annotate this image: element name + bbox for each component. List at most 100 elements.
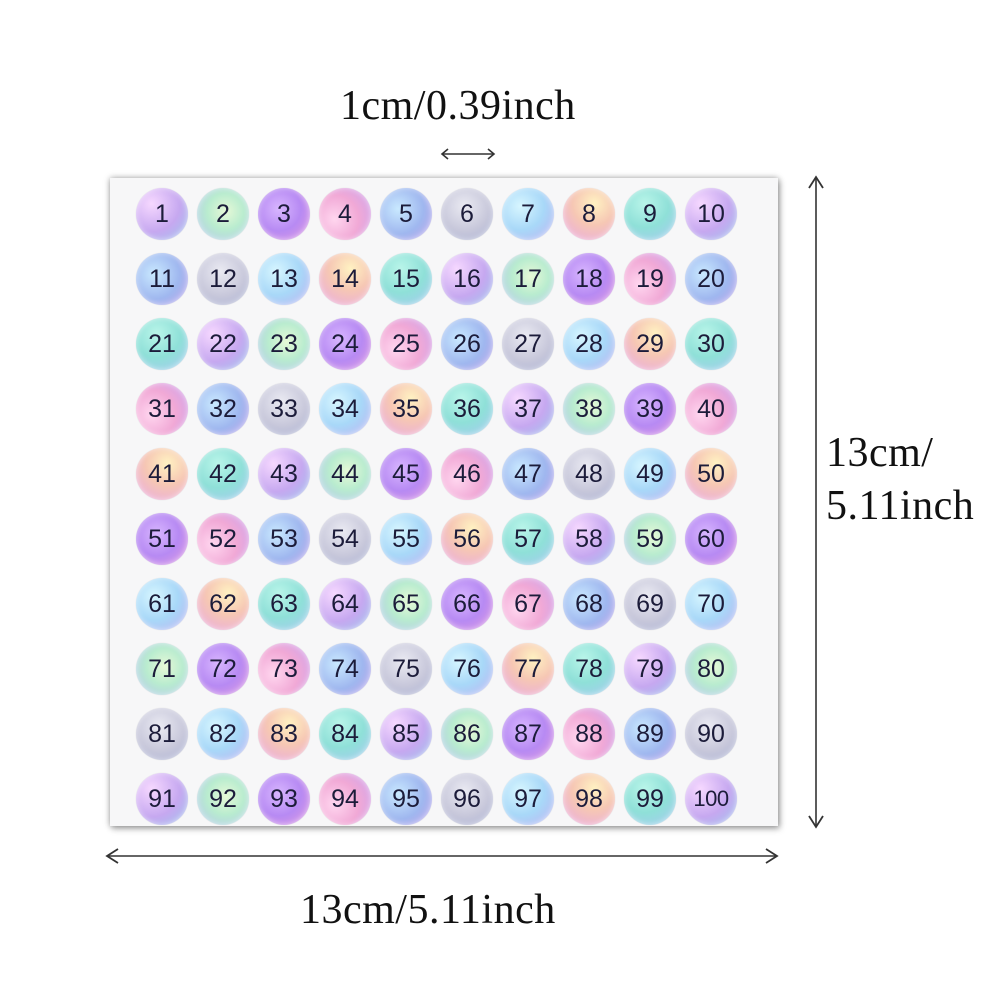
bottom-dimension-label: 13cm/5.11inch: [300, 887, 556, 933]
sticker-91: 91: [136, 773, 188, 825]
sticker-29: 29: [624, 318, 676, 370]
sticker-10: 10: [685, 188, 737, 240]
sticker-72: 72: [197, 643, 249, 695]
sticker-31: 31: [136, 383, 188, 435]
sticker-75: 75: [380, 643, 432, 695]
sticker-62: 62: [197, 578, 249, 630]
height-dimension-arrow: [808, 175, 824, 829]
sticker-23: 23: [258, 318, 310, 370]
sticker-88: 88: [563, 708, 615, 760]
sticker-25: 25: [380, 318, 432, 370]
sticker-65: 65: [380, 578, 432, 630]
sticker-6: 6: [441, 188, 493, 240]
sticker-80: 80: [685, 643, 737, 695]
sticker-15: 15: [380, 253, 432, 305]
sticker-66: 66: [441, 578, 493, 630]
sticker-14: 14: [319, 253, 371, 305]
sticker-21: 21: [136, 318, 188, 370]
sticker-86: 86: [441, 708, 493, 760]
sticker-77: 77: [502, 643, 554, 695]
sticker-70: 70: [685, 578, 737, 630]
sticker-73: 73: [258, 643, 310, 695]
sticker-4: 4: [319, 188, 371, 240]
top-dimension-label: 1cm/0.39inch: [340, 83, 576, 129]
sticker-sheet: 1 2 3 4 5 6 7 8 9 10 11 12 13 14 15 16 17 18 19 20 21 22 23 24 2…: [110, 178, 778, 826]
sticker-57: 57: [502, 513, 554, 565]
sticker-71: 71: [136, 643, 188, 695]
sticker-98: 98: [563, 773, 615, 825]
sticker-24: 24: [319, 318, 371, 370]
sticker-60: 60: [685, 513, 737, 565]
sticker-56: 56: [441, 513, 493, 565]
sticker-32: 32: [197, 383, 249, 435]
sticker-97: 97: [502, 773, 554, 825]
sticker-82: 82: [197, 708, 249, 760]
sticker-49: 49: [624, 448, 676, 500]
sticker-38: 38: [563, 383, 615, 435]
sticker-35: 35: [380, 383, 432, 435]
sticker-9: 9: [624, 188, 676, 240]
sticker-grid: 1 2 3 4 5 6 7 8 9 10 11 12 13 14 15 16 17 18 19 20 21 22 23 24 2…: [132, 184, 742, 834]
sticker-89: 89: [624, 708, 676, 760]
sticker-100: 100: [685, 773, 737, 825]
sticker-40: 40: [685, 383, 737, 435]
sticker-20: 20: [685, 253, 737, 305]
sticker-83: 83: [258, 708, 310, 760]
sticker-3: 3: [258, 188, 310, 240]
sticker-99: 99: [624, 773, 676, 825]
sticker-64: 64: [319, 578, 371, 630]
sticker-76: 76: [441, 643, 493, 695]
sticker-18: 18: [563, 253, 615, 305]
sticker-85: 85: [380, 708, 432, 760]
sticker-95: 95: [380, 773, 432, 825]
width-dimension-arrow: [105, 848, 779, 864]
sticker-37: 37: [502, 383, 554, 435]
sticker-34: 34: [319, 383, 371, 435]
sticker-2: 2: [197, 188, 249, 240]
sticker-16: 16: [441, 253, 493, 305]
sticker-7: 7: [502, 188, 554, 240]
sticker-50: 50: [685, 448, 737, 500]
sticker-44: 44: [319, 448, 371, 500]
sticker-68: 68: [563, 578, 615, 630]
sticker-84: 84: [319, 708, 371, 760]
sticker-8: 8: [563, 188, 615, 240]
sticker-52: 52: [197, 513, 249, 565]
sticker-63: 63: [258, 578, 310, 630]
sticker-90: 90: [685, 708, 737, 760]
sticker-28: 28: [563, 318, 615, 370]
sticker-19: 19: [624, 253, 676, 305]
sticker-48: 48: [563, 448, 615, 500]
sticker-51: 51: [136, 513, 188, 565]
sticker-78: 78: [563, 643, 615, 695]
sticker-43: 43: [258, 448, 310, 500]
sticker-81: 81: [136, 708, 188, 760]
sticker-26: 26: [441, 318, 493, 370]
sticker-33: 33: [258, 383, 310, 435]
sticker-30: 30: [685, 318, 737, 370]
sticker-87: 87: [502, 708, 554, 760]
sticker-94: 94: [319, 773, 371, 825]
sticker-69: 69: [624, 578, 676, 630]
sticker-42: 42: [197, 448, 249, 500]
sticker-92: 92: [197, 773, 249, 825]
sticker-93: 93: [258, 773, 310, 825]
sticker-74: 74: [319, 643, 371, 695]
sticker-39: 39: [624, 383, 676, 435]
sticker-1: 1: [136, 188, 188, 240]
sticker-55: 55: [380, 513, 432, 565]
sticker-45: 45: [380, 448, 432, 500]
sticker-17: 17: [502, 253, 554, 305]
sticker-58: 58: [563, 513, 615, 565]
sticker-13: 13: [258, 253, 310, 305]
sticker-61: 61: [136, 578, 188, 630]
sticker-12: 12: [197, 253, 249, 305]
sticker-5: 5: [380, 188, 432, 240]
sticker-22: 22: [197, 318, 249, 370]
right-dimension-label-line2: 5.11inch: [826, 483, 975, 529]
sticker-96: 96: [441, 773, 493, 825]
sticker-41: 41: [136, 448, 188, 500]
sticker-width-arrow: [440, 148, 496, 160]
sticker-11: 11: [136, 253, 188, 305]
right-dimension-label-line1: 13cm/: [826, 430, 934, 476]
